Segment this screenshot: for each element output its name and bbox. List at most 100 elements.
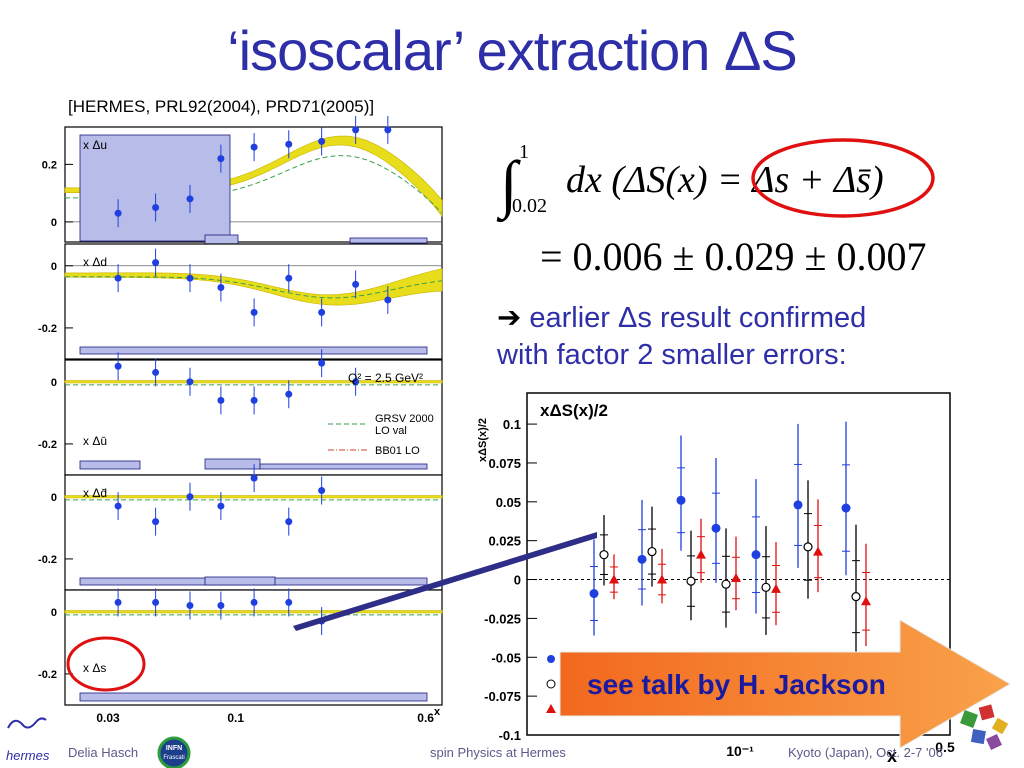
data-point xyxy=(352,378,360,386)
integral-sign: ∫ xyxy=(496,148,521,223)
grsv-curve xyxy=(64,276,443,299)
x-tick-label: 0.1 xyxy=(227,711,244,725)
panel-label: x Δū xyxy=(83,434,107,448)
y-tick-label: -0.2 xyxy=(38,669,57,681)
data-point xyxy=(676,495,686,505)
integrand: dx (ΔS(x) = Δs + Δs̄) xyxy=(566,159,884,201)
y-axis-label: xΔS(x)/2 xyxy=(477,418,489,462)
error-band xyxy=(64,268,443,306)
x-tick-label: 0.5 xyxy=(935,739,955,755)
error-band xyxy=(64,495,443,499)
y-tick-label: 0.075 xyxy=(488,456,521,471)
data-point xyxy=(609,574,619,584)
data-point xyxy=(696,549,706,559)
panel-label: x Δd xyxy=(83,255,107,269)
data-point xyxy=(114,274,122,282)
panel-frame xyxy=(64,474,443,591)
highlight-circle xyxy=(751,138,935,218)
footer-talk-title: spin Physics at Hermes xyxy=(430,745,566,760)
x-tick-label: 0.6 xyxy=(417,711,434,725)
data-point xyxy=(152,368,160,376)
slide-title: ‘isoscalar’ extraction ΔS xyxy=(227,19,798,82)
infn-logo-subtext: Frascati xyxy=(163,755,184,761)
x-axis-label: x xyxy=(434,706,441,718)
data-point xyxy=(851,592,861,602)
conference-logo xyxy=(960,704,1009,750)
data-point xyxy=(217,284,225,292)
y-tick-label: 0 xyxy=(51,217,57,229)
data-point xyxy=(803,542,813,552)
data-point xyxy=(217,155,225,163)
footer-location: Kyoto (Japan), Oct. 2-7 '06 xyxy=(788,745,943,760)
data-point xyxy=(152,518,160,526)
data-point xyxy=(352,126,360,134)
data-point xyxy=(793,500,803,510)
panel-frame xyxy=(64,359,443,476)
legend-bb01: BB01 LO xyxy=(375,445,420,457)
data-point xyxy=(250,396,258,404)
data-point xyxy=(686,576,696,586)
y-tick-label: -0.075 xyxy=(484,689,521,704)
data-point xyxy=(217,602,225,610)
data-point xyxy=(186,602,194,610)
data-point xyxy=(285,598,293,606)
footer-author: Delia Hasch xyxy=(68,745,139,760)
data-point xyxy=(384,296,392,304)
bullet-line-1: earlier Δs result confirmed xyxy=(529,302,867,334)
legend-marker xyxy=(546,704,556,713)
data-point xyxy=(186,195,194,203)
y-tick-label: 0.025 xyxy=(488,534,521,549)
y-tick-label: 0.1 xyxy=(503,417,521,432)
data-point xyxy=(589,589,599,599)
data-point xyxy=(647,546,657,557)
panel-label: x Δu xyxy=(83,138,107,152)
arrow-icon: ➔ xyxy=(497,302,522,334)
data-point xyxy=(250,474,258,482)
data-point xyxy=(721,579,731,589)
data-point xyxy=(285,518,293,526)
y-tick-label: 0 xyxy=(514,573,521,588)
systematic-band xyxy=(349,237,428,244)
data-point xyxy=(114,502,122,510)
data-point xyxy=(861,596,871,606)
y-tick-label: 0 xyxy=(51,377,57,389)
systematic-band xyxy=(79,692,428,702)
error-band xyxy=(64,380,443,384)
highlight-circle-ds xyxy=(66,636,146,692)
panel-label: x Δd̄ xyxy=(83,486,107,500)
legend-grsv-sub: LO val xyxy=(375,425,407,437)
y-tick-label: -0.1 xyxy=(499,728,521,743)
y-tick-label: 0 xyxy=(51,607,57,619)
callout-text: see talk by H. Jackson xyxy=(587,669,886,700)
data-point xyxy=(711,523,721,533)
y-tick-label: 0 xyxy=(51,492,57,504)
data-point xyxy=(250,308,258,316)
data-point xyxy=(152,259,160,267)
y-tick-label: -0.2 xyxy=(38,554,57,566)
hermes-logo-text: hermes xyxy=(6,748,50,763)
data-point xyxy=(217,396,225,404)
infn-logo: INFN Frascati xyxy=(157,736,191,768)
legend-marker xyxy=(547,655,555,663)
y-tick-label: -0.025 xyxy=(484,611,521,626)
y-tick-label: 0.2 xyxy=(42,159,57,171)
data-point xyxy=(114,209,122,217)
data-point xyxy=(285,274,293,282)
connector-arrow xyxy=(293,532,597,631)
y-tick-label: 0 xyxy=(51,261,57,273)
grsv-curve xyxy=(64,155,443,214)
error-band xyxy=(64,610,443,614)
infn-logo-text: INFN xyxy=(166,745,182,752)
systematic-band xyxy=(79,460,141,470)
x-axis-label: x xyxy=(887,746,897,766)
y-tick-label: -0.2 xyxy=(38,439,57,451)
data-point xyxy=(841,503,851,513)
panel-label: x Δs xyxy=(83,661,106,675)
data-point xyxy=(186,274,194,282)
bullet-line-2: with factor 2 smaller errors: xyxy=(497,339,847,371)
data-point xyxy=(114,362,122,370)
integral-result: = 0.006 ± 0.029 ± 0.007 xyxy=(540,234,926,279)
data-point xyxy=(318,487,326,495)
data-point xyxy=(217,502,225,510)
